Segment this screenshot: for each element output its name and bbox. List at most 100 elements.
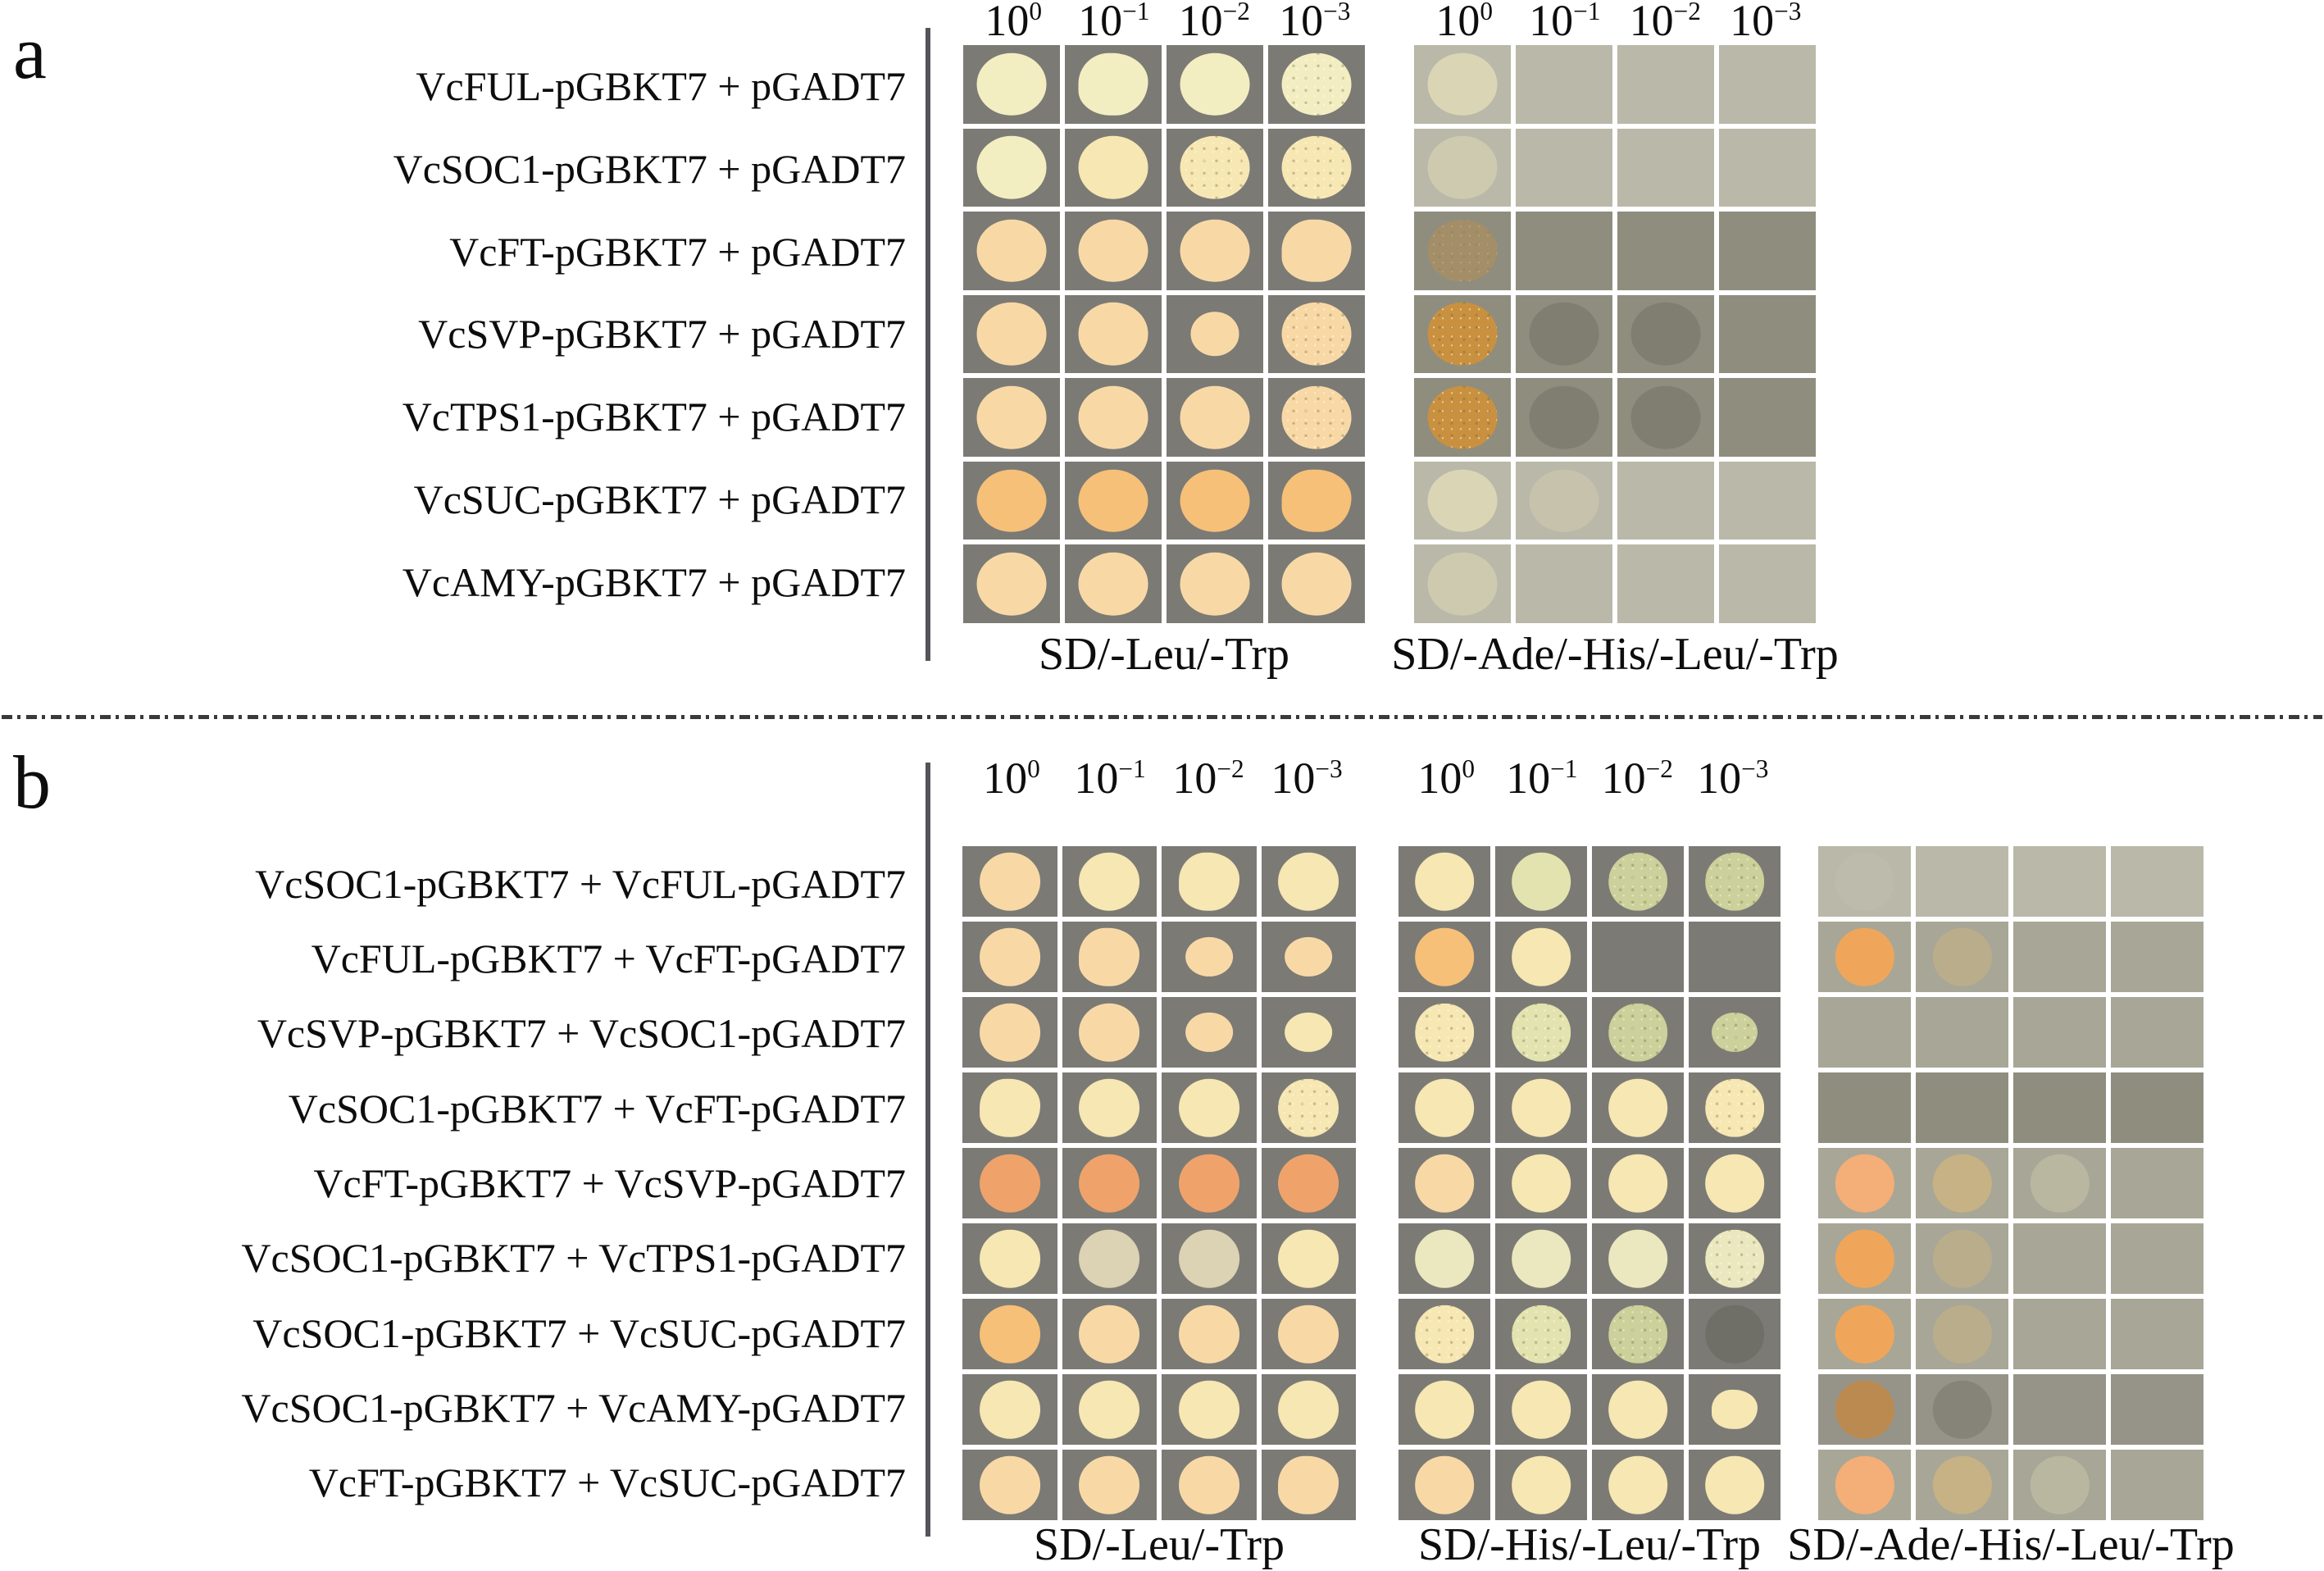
yeast-colony: [1529, 469, 1599, 532]
plate-cell: [1062, 997, 1157, 1068]
plate-cell: [1689, 1374, 1781, 1445]
plate-cell: [1167, 378, 1263, 457]
plate-cell: [2111, 997, 2203, 1068]
plate-cell: [1592, 1223, 1684, 1294]
plate-cell: [963, 45, 1060, 124]
plate-cell: [1818, 922, 1911, 992]
dilution-label: 100: [985, 0, 1043, 45]
yeast-colony: [979, 1003, 1040, 1062]
plate-cell: [2013, 1072, 2106, 1143]
yeast-colony: [976, 219, 1047, 283]
yeast-colony: [1512, 852, 1571, 911]
row-label: VcSOC1-pGBKT7 + VcSUC-pGADT7: [252, 1309, 906, 1356]
yeast-colony: [1512, 1455, 1571, 1514]
plate-cell: [1065, 378, 1162, 457]
spot-plate: [1398, 846, 1781, 1520]
plate-cell: [1495, 846, 1587, 917]
plate-cell: [1414, 45, 1511, 124]
yeast-colony: [1178, 1154, 1239, 1213]
yeast-colony: [1278, 1154, 1339, 1213]
yeast-colony: [1185, 936, 1233, 977]
plate-cell: [2013, 1450, 2106, 1520]
yeast-colony: [1190, 312, 1239, 357]
plate-cell: [2013, 997, 2106, 1068]
panel-a: a VcFUL-pGBKT7 + pGADT7 VcSOC1-pGBKT7 + p…: [0, 0, 2324, 705]
plate-cell: [1617, 212, 1714, 290]
plate-cell: [1818, 846, 1911, 917]
plate-cell: [1818, 1148, 1911, 1218]
yeast-colony: [1415, 1078, 1474, 1137]
panel-b: b VcSOC1-pGBKT7 + VcFUL-pGADT7 VcFUL-pGBK…: [0, 712, 2324, 1571]
row-label: VcSOC1-pGBKT7 + VcAMY-pGADT7: [241, 1384, 906, 1431]
yeast-colony: [1078, 469, 1148, 532]
yeast-colony: [1079, 1455, 1140, 1514]
yeast-colony: [1427, 385, 1498, 449]
plate-cell: [1592, 997, 1684, 1068]
yeast-colony: [1079, 1229, 1140, 1288]
plate-cell: [1516, 461, 1612, 540]
yeast-colony: [1281, 219, 1352, 283]
plate-cell: [2111, 1374, 2203, 1445]
yeast-colony: [1281, 469, 1352, 532]
plate-cell: [1167, 128, 1263, 207]
plate-cell: [1719, 461, 1816, 540]
spot-plate: [1818, 846, 2203, 1520]
plate-cell: [2013, 1299, 2106, 1369]
row-label: VcFT-pGBKT7 + VcSVP-pGADT7: [313, 1159, 906, 1206]
yeast-colony: [1705, 1305, 1764, 1364]
yeast-colony: [2030, 1455, 2090, 1514]
plate-cell: [1516, 294, 1612, 374]
plate-cell: [1162, 1374, 1257, 1445]
yeast-colony: [1079, 1305, 1140, 1364]
yeast-colony: [1932, 1380, 1992, 1439]
yeast-colony: [1078, 552, 1148, 616]
plate-cell: [962, 1374, 1057, 1445]
yeast-colony: [1180, 219, 1250, 283]
plate-cell: [1162, 1223, 1257, 1294]
yeast-colony: [1427, 136, 1498, 199]
yeast-colony: [976, 469, 1047, 532]
dilution-label: 100: [1417, 754, 1476, 803]
yeast-colony: [1079, 1380, 1140, 1439]
yeast-colony: [1932, 1455, 1992, 1514]
yeast-colony: [976, 385, 1047, 449]
row-label: VcSOC1-pGBKT7 + VcFUL-pGADT7: [255, 860, 906, 907]
plate-cell: [962, 1223, 1057, 1294]
dilution-header: 100 10−1 10−2 10−3: [1398, 756, 1781, 802]
dilution-label: 10−3: [1279, 0, 1351, 45]
yeast-colony: [1932, 927, 1992, 986]
yeast-colony: [1079, 1003, 1140, 1062]
plate-cell: [1592, 1148, 1684, 1218]
panel-separator-dash-dot-line: [2, 715, 2322, 719]
plate-cell: [1261, 1223, 1356, 1294]
yeast-colony: [1835, 1380, 1894, 1439]
spot-plate: [1414, 45, 1816, 623]
plate-cell: [1592, 846, 1684, 917]
dilution-label: 10−3: [1730, 0, 1802, 45]
plate-cell: [1689, 1148, 1781, 1218]
plate-cell: [1916, 1450, 2008, 1520]
yeast-colony: [1079, 1078, 1140, 1137]
row-label: VcFT-pGBKT7 + VcSUC-pGADT7: [308, 1459, 906, 1506]
yeast-colony: [1415, 1455, 1474, 1514]
plate-cell: [1268, 544, 1365, 623]
yeast-colony: [1608, 928, 1667, 986]
yeast-colony: [1415, 927, 1474, 986]
yeast-colony: [1281, 136, 1352, 199]
yeast-colony: [1278, 1380, 1339, 1439]
plate-cell: [2111, 1299, 2203, 1369]
dilution-header: 100 10−1 10−2 10−3: [962, 756, 1356, 802]
yeast-colony: [1427, 219, 1498, 283]
plate-cell: [1617, 294, 1714, 374]
plate-cell: [1162, 1450, 1257, 1520]
yeast-colony: [2030, 1154, 2090, 1213]
plate-cell: [962, 997, 1057, 1068]
yeast-colony: [1705, 1455, 1764, 1514]
plate-cell: [2111, 1072, 2203, 1143]
yeast-colony: [1285, 1012, 1333, 1053]
plate-cell: [1261, 922, 1356, 992]
yeast-colony: [1180, 52, 1250, 116]
yeast-colony: [1932, 1229, 1992, 1288]
yeast-colony: [1079, 1154, 1140, 1213]
